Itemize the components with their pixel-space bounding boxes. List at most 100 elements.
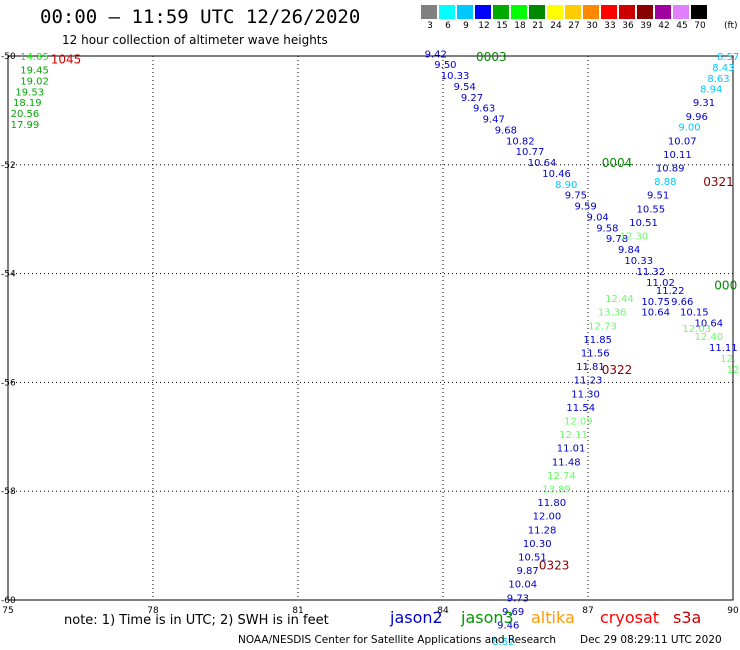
swh-data-label: 12.03: [682, 324, 711, 335]
swh-data-label: 11.22: [656, 286, 685, 297]
pass-time-label: 1045: [51, 53, 82, 67]
x-tick-label: 87: [582, 606, 593, 616]
color-scale-label: 33: [604, 21, 616, 31]
satellite-label-jason2: jason2: [390, 608, 443, 627]
swh-data-label: 12.: [720, 354, 736, 365]
swh-data-label: 9.69: [502, 607, 524, 618]
swh-data-label: 12.11: [559, 430, 588, 441]
y-tick-label: -50: [1, 52, 16, 62]
swh-data-label: 8.94: [700, 85, 722, 96]
x-tick-label: 84: [437, 606, 449, 616]
swh-data-label: 9.31: [693, 98, 715, 109]
swh-data-label: 10.07: [668, 136, 697, 147]
x-tick-label: 81: [292, 606, 303, 616]
color-scale-label: 6: [445, 21, 451, 31]
swh-data-label: 10.51: [629, 218, 658, 229]
swh-data-label: 11.54: [566, 403, 595, 414]
color-swatch-3: [421, 5, 437, 19]
swh-data-label: 10.82: [506, 136, 535, 147]
swh-data-label: 17.99: [11, 120, 40, 131]
swh-data-label: 12.09: [564, 416, 593, 427]
satellite-label-cryosat: cryosat: [600, 608, 660, 627]
swh-data-label: 9.68: [495, 125, 517, 136]
satellite-label-s3a: s3a: [673, 608, 702, 627]
swh-data-label: 11.81: [576, 362, 605, 373]
color-scale-label: 15: [496, 21, 508, 31]
swh-data-label: 9.00: [678, 123, 700, 134]
swh-data-label: 14.85: [20, 52, 49, 63]
x-tick-label: 75: [2, 606, 13, 616]
swh-data-label: 10.33: [441, 71, 470, 82]
swh-data-label: 12.74: [547, 471, 576, 482]
swh-data-label: 9.66: [671, 297, 693, 308]
y-tick-label: -54: [1, 270, 16, 280]
color-scale-label: 36: [622, 21, 634, 31]
pass-time-label: 0003: [476, 50, 507, 64]
pass-time-label: 0321: [703, 175, 734, 189]
swh-data-label: 9.75: [565, 191, 587, 202]
color-scale-label: 18: [514, 21, 526, 31]
swh-data-label: 10.11: [663, 150, 692, 161]
color-scale-label: 42: [658, 21, 670, 31]
footer-timestamp: Dec 29 08:29:11 UTC 2020: [580, 634, 722, 646]
swh-data-label: 12.40: [695, 332, 724, 343]
footer-credit: NOAA/NESDIS Center for Satellite Applica…: [238, 634, 556, 646]
color-scale-label: 27: [568, 21, 580, 31]
color-swatch-15: [493, 5, 509, 19]
x-tick-label: 90: [727, 606, 739, 616]
swh-data-label: 9.58: [596, 223, 618, 234]
swh-data-label: 10.64: [695, 319, 724, 330]
swh-data-label: 10.64: [528, 158, 557, 169]
pass-time-label: 0323: [539, 559, 570, 573]
color-swatch-36: [619, 5, 635, 19]
swh-data-label: 10.04: [508, 580, 537, 591]
satellite-label-jason3: jason3: [461, 608, 514, 627]
color-swatch-21: [529, 5, 545, 19]
swh-data-label: 13.89: [542, 484, 571, 495]
plot-frame: [7, 55, 734, 601]
swh-data-label: 9.46: [497, 620, 519, 631]
y-tick-label: -52: [1, 161, 16, 171]
pass-time-label: 000: [714, 278, 737, 292]
swh-data-label: 9.73: [507, 593, 529, 604]
color-swatch-27: [565, 5, 581, 19]
swh-data-label: 11.56: [581, 348, 610, 359]
y-tick-label: -56: [1, 378, 16, 388]
swh-data-label: 11.11: [709, 343, 738, 354]
color-swatch-42: [655, 5, 671, 19]
swh-data-label: 11.85: [583, 335, 612, 346]
satellite-label-altika: altika: [531, 608, 575, 627]
y-tick-label: -58: [1, 487, 16, 497]
footer-note: note: 1) Time is in UTC; 2) SWH is in fe…: [64, 613, 329, 628]
color-scale-label: 24: [550, 21, 562, 31]
swh-data-label: 11.01: [557, 444, 586, 455]
swh-data-label: 11.28: [528, 525, 557, 536]
swh-data-label: 9.51: [647, 191, 669, 202]
color-scale-label: 45: [676, 21, 688, 31]
color-swatch-30: [583, 5, 599, 19]
swh-data-label: 9.63: [473, 104, 495, 115]
swh-data-label: 10.89: [656, 164, 685, 175]
color-swatch-12: [475, 5, 491, 19]
swh-data-label: 11.48: [552, 457, 581, 468]
swh-data-label: 9.42: [425, 49, 447, 60]
swh-data-label: 10.51: [518, 552, 547, 563]
x-tick-label: 78: [147, 606, 159, 616]
swh-data-label: 9.27: [461, 93, 483, 104]
color-scale-label: 3: [427, 21, 433, 31]
color-swatch-9: [457, 5, 473, 19]
color-scale-label: 39: [640, 21, 652, 31]
swh-data-label: 9.96: [686, 112, 708, 123]
swh-data-label: 10.64: [641, 308, 670, 319]
swh-data-label: 9.47: [483, 115, 505, 126]
color-swatch-6: [439, 5, 455, 19]
color-swatch-18: [511, 5, 527, 19]
swh-data-label: 12.73: [588, 321, 617, 332]
swh-data-label: 8.88: [654, 177, 676, 188]
swh-data-label: 10.46: [542, 169, 571, 180]
color-scale-label: 12: [478, 21, 490, 31]
chart-subtitle: 12 hour collection of altimeter wave hei…: [62, 33, 328, 47]
color-swatch-70: [691, 5, 707, 19]
swh-data-label: 12.30: [620, 232, 649, 243]
